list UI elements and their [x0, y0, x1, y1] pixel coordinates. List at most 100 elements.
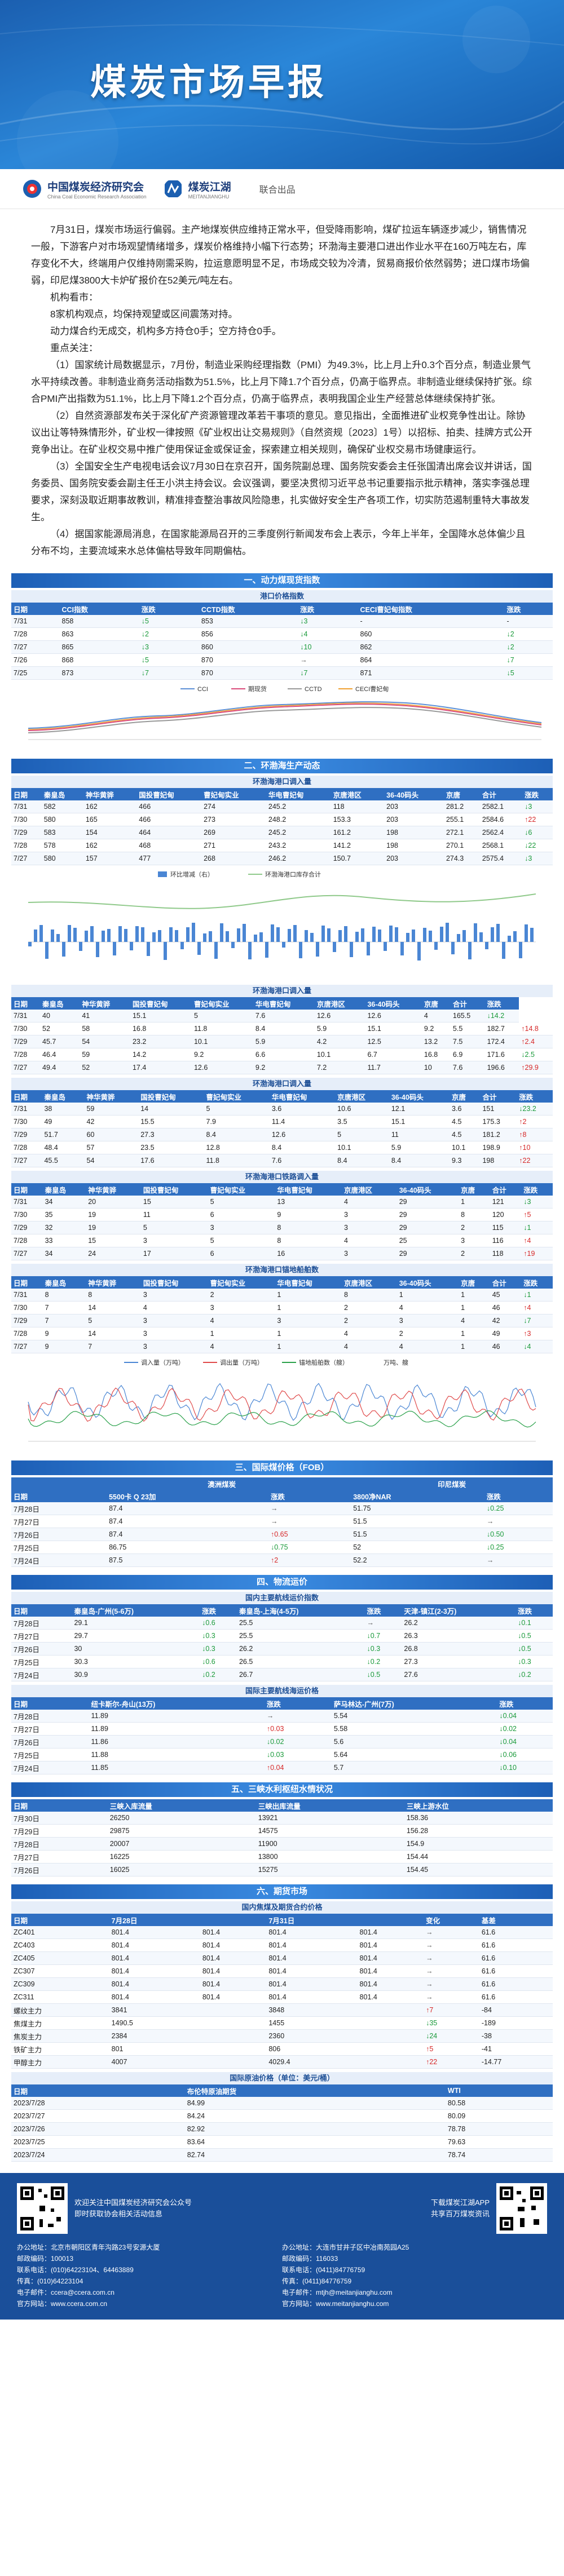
- table-cell: 156.28: [404, 1824, 553, 1838]
- table-cell: 16.8: [421, 1048, 451, 1061]
- change-bar: [338, 930, 342, 942]
- table-cell: 86.75: [107, 1541, 268, 1554]
- table-cell: 49: [490, 1327, 522, 1340]
- table-cell: 464: [136, 826, 202, 839]
- table-cell: 9.2: [253, 1061, 315, 1074]
- table-cell: 8: [42, 1289, 86, 1302]
- table-cell: 10: [421, 1061, 451, 1074]
- contact-line: 办公地址：大连市甘井子区中冶南苑园A25: [282, 2243, 409, 2251]
- table-cell: [346, 653, 358, 667]
- table-row: 7/27 865 ↓3 860 ↓10 862 ↓2: [11, 640, 553, 654]
- table-row: 7/28 33 15 3 5 8 4 25 3 116 ↑4: [11, 1234, 553, 1247]
- port-inventory-table: 日期 秦皇岛 神华黄骅 国投曹妃甸 曹妃甸实业 华电曹妃甸 京唐港区 36-40码头 京唐 合计涨…: [11, 788, 553, 865]
- table-row: 甲醇主力 4007 4029.4 ↑22 -14.77: [11, 2055, 553, 2069]
- table-cell: →: [298, 653, 346, 667]
- table-cell: 10.1: [335, 1141, 389, 1154]
- table-cell: 468: [136, 839, 202, 852]
- table-cell: 焦炭主力: [11, 2029, 109, 2043]
- table-cell: 8: [86, 1289, 141, 1302]
- table-cell: 甲醇主力: [11, 2055, 109, 2069]
- table-cell: 19: [86, 1221, 141, 1234]
- table-cell: 1490.5: [109, 2016, 200, 2030]
- change-bar: [321, 926, 325, 942]
- table-cell: 7月25日: [11, 1541, 107, 1554]
- table-cell: 4: [140, 1301, 208, 1314]
- table-cell: 7/28: [11, 627, 60, 641]
- table-header: 神华黄骅: [84, 1090, 139, 1103]
- table-cell: 801.4: [266, 1938, 358, 1952]
- table-cell: 7/29: [11, 1128, 42, 1141]
- table-header: 京唐: [421, 997, 451, 1010]
- contact-line: 邮政编码：100013: [17, 2255, 74, 2263]
- table-cell: 578: [41, 839, 83, 852]
- table-cell: →: [264, 1710, 320, 1723]
- table-cell: 25.5: [236, 1617, 365, 1630]
- table-cell: 7.6: [450, 1061, 485, 1074]
- table-cell: ↓5: [504, 666, 553, 680]
- table-cell: ↓0.5: [515, 1642, 553, 1656]
- table-group-header: 澳洲煤炭: [107, 1477, 337, 1490]
- table-row: 7/29 51.7 60 27.3 8.4 12.6 5 11 4.5 181.2 ↑8: [11, 1128, 553, 1141]
- table-cell: 20007: [107, 1837, 256, 1851]
- table-cell: [337, 1528, 351, 1541]
- table-header: 涨跌: [268, 1490, 337, 1502]
- qr-code-icon[interactable]: [496, 2183, 547, 2234]
- table-row: 7/27 45.5 54 17.6 11.8 7.6 8.4 8.4 9.3 198 ↑22: [11, 1154, 553, 1167]
- table-cell: 17: [140, 1247, 208, 1260]
- table-cell: 7月24日: [11, 1553, 107, 1567]
- table-cell: ↑22: [424, 2055, 479, 2069]
- table-cell: 87.5: [107, 1553, 268, 1567]
- table-cell: 7.5: [450, 1035, 485, 1048]
- table-cell: 165: [83, 813, 137, 826]
- org1-subtitle: China Coal Economic Research Association: [47, 193, 147, 200]
- table-cell: →: [424, 1926, 479, 1939]
- table-cell: 860: [358, 627, 505, 641]
- table-row: 7/29 45.7 54 23.2 10.1 5.9 4.2 12.5 13.2 7.5 172.4…: [11, 1035, 553, 1048]
- table-cell: 11.85: [89, 1761, 265, 1774]
- table-header: 秦皇岛: [41, 788, 83, 800]
- table-cell: ↓0.5: [515, 1629, 553, 1643]
- table-cell: ↑7: [424, 2003, 479, 2017]
- table-cell: 7月26日: [11, 1528, 107, 1541]
- contact-line: 官方网站：www.ccera.com.cn: [17, 2300, 108, 2308]
- change-bar: [164, 942, 167, 960]
- table-cell: [320, 1761, 332, 1774]
- table-cell: 5: [86, 1314, 141, 1327]
- table-cell: 268: [201, 852, 266, 865]
- table-cell: 198: [384, 826, 444, 839]
- change-bar: [192, 923, 195, 942]
- table-header: 日期: [11, 788, 42, 800]
- change-bar: [271, 924, 274, 942]
- table-cell: ↓0.06: [497, 1748, 553, 1761]
- change-bar: [372, 927, 376, 942]
- change-bar: [73, 928, 77, 942]
- change-bar: [299, 942, 302, 958]
- table-cell: 48.4: [42, 1141, 85, 1154]
- table-cell: 162: [83, 800, 137, 813]
- table-cell: 87.4: [107, 1502, 268, 1515]
- table-header: 京唐港区: [342, 1276, 397, 1289]
- table-cell: ↑4: [521, 1301, 553, 1314]
- table-cell: ↓0.03: [264, 1748, 320, 1761]
- table-cell: 2023/7/28: [11, 2097, 185, 2110]
- change-bar: [135, 926, 139, 942]
- table-row: 2023/7/25 83.64 79.63: [11, 2135, 553, 2149]
- table-cell: 2: [208, 1289, 275, 1302]
- table-header: 涨跌: [264, 1697, 320, 1710]
- table-row: 焦炭主力 2384 2360 ↓24 -38: [11, 2029, 553, 2043]
- table-cell: 9.2: [191, 1048, 253, 1061]
- chart-legend: 环比增减（右） 环渤海港口库存合计: [158, 870, 321, 878]
- table-cell: ↑5: [424, 2042, 479, 2056]
- table-cell: 7月24日: [11, 1761, 89, 1774]
- table-cell: 15: [86, 1234, 141, 1247]
- qr-code-icon[interactable]: [17, 2183, 68, 2234]
- table-cell: ↓0.2: [515, 1668, 553, 1681]
- table-cell: 15: [140, 1196, 208, 1209]
- table-row: 7/30 580 165 466 273 248.2 153.3 203 255.1 2584.6…: [11, 813, 553, 826]
- table-cell: [200, 2042, 267, 2056]
- table-cell: 477: [136, 852, 202, 865]
- table-cell: [320, 1722, 332, 1736]
- table-row: 7/27 49.4 52 17.4 12.6 9.2 7.2 11.7 10 7.6 196.6 ↑2…: [11, 1061, 553, 1074]
- futures-table: 日期 7月28日 7月31日 变化 基差 ZC401 801.4 801.4 801.4 801.…: [11, 1914, 553, 2069]
- table-cell: 11.89: [89, 1722, 265, 1736]
